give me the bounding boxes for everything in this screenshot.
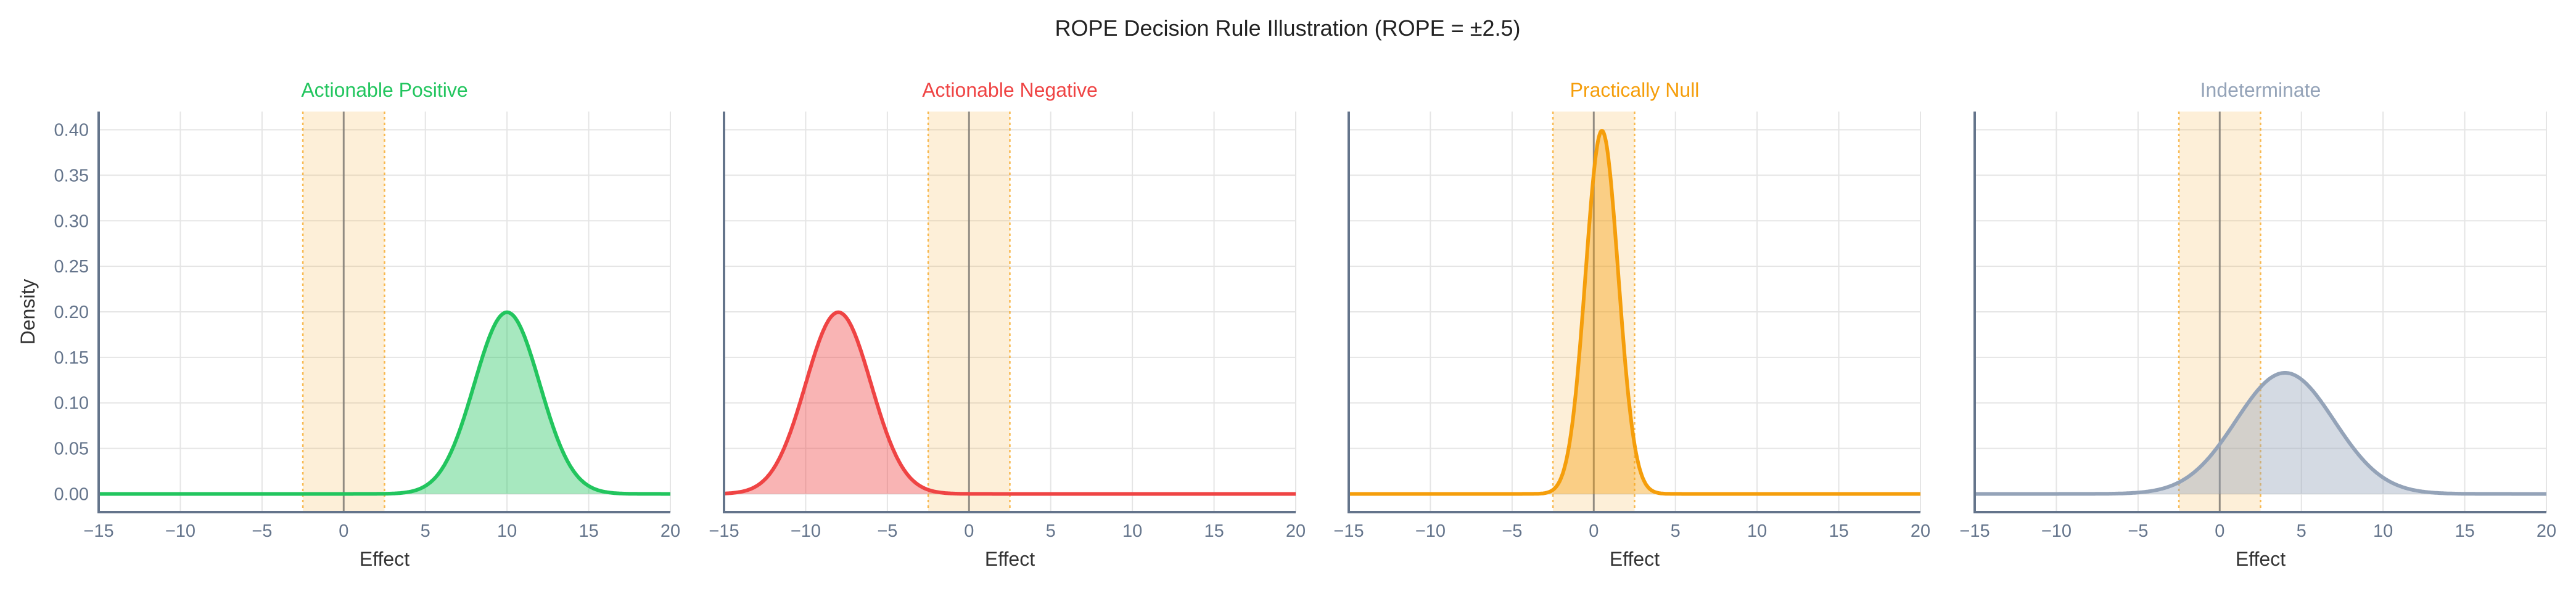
panel-4: −15 −10 −5 0 5 10 15 20 Effect Indeterminate bbox=[1959, 79, 2556, 570]
x-tick-label: 5 bbox=[1046, 521, 1056, 541]
x-tick-label: 10 bbox=[497, 521, 517, 541]
x-tick-label: −5 bbox=[2128, 521, 2148, 541]
x-tick-label: 15 bbox=[578, 521, 598, 541]
density-curve bbox=[723, 310, 1297, 496]
x-tick-label: 5 bbox=[2297, 521, 2306, 541]
panel-title: Practically Null bbox=[1570, 79, 1700, 101]
x-tick-label: 20 bbox=[1911, 521, 1930, 541]
y-tick-label: 0.10 bbox=[54, 394, 89, 414]
x-tick-label: 5 bbox=[1671, 521, 1681, 541]
y-axis-label: Density bbox=[17, 279, 39, 345]
x-tick-label: −5 bbox=[252, 521, 272, 541]
density-fill bbox=[1975, 373, 2546, 494]
y-tick-label: 0.05 bbox=[54, 439, 89, 459]
x-tick-label: −15 bbox=[83, 521, 113, 541]
x-axis-label: Effect bbox=[985, 548, 1035, 570]
x-tick-label: 10 bbox=[2373, 521, 2393, 541]
x-tick-label: 5 bbox=[421, 521, 430, 541]
x-tick-label: −15 bbox=[709, 521, 739, 541]
x-tick-label: 15 bbox=[2455, 521, 2474, 541]
density-curve bbox=[1973, 371, 2548, 496]
x-tick-label: 20 bbox=[2537, 521, 2556, 541]
x-axis-label: Effect bbox=[2236, 548, 2286, 570]
x-tick-label: 10 bbox=[1747, 521, 1767, 541]
panel-2: −15 −10 −5 0 5 10 15 20 Effect Actionable Negativ… bbox=[709, 79, 1306, 570]
density-fill bbox=[99, 312, 670, 494]
y-tick-label: 0.30 bbox=[54, 211, 89, 231]
panel-title: Indeterminate bbox=[2200, 79, 2321, 101]
x-tick-label: −15 bbox=[1333, 521, 1364, 541]
x-tick-label: 0 bbox=[339, 521, 348, 541]
density-curve bbox=[97, 310, 672, 496]
panel-1: −15 −10 −5 0 5 10 15 20 0.00 0.05 0.10 0.15 0.20 0.25… bbox=[17, 79, 680, 570]
panel-title: Actionable Positive bbox=[301, 79, 467, 101]
x-tick-label: 0 bbox=[2215, 521, 2224, 541]
x-tick-label: −10 bbox=[2041, 521, 2072, 541]
x-tick-label: 0 bbox=[964, 521, 974, 541]
panel-3: −15 −10 −5 0 5 10 15 20 Effect Practically Null bbox=[1333, 79, 1930, 570]
x-tick-label: 15 bbox=[1829, 521, 1848, 541]
x-tick-label: 15 bbox=[1204, 521, 1224, 541]
density-fill bbox=[724, 312, 1296, 494]
x-tick-label: −15 bbox=[1959, 521, 1990, 541]
density-curve bbox=[1348, 129, 1922, 496]
x-tick-label: −5 bbox=[877, 521, 897, 541]
x-axis-label: Effect bbox=[1610, 548, 1660, 570]
x-tick-label: −5 bbox=[1502, 521, 1522, 541]
panel-title: Actionable Negative bbox=[922, 79, 1098, 101]
x-tick-label: 20 bbox=[660, 521, 680, 541]
x-tick-label: 0 bbox=[1589, 521, 1599, 541]
y-tick-label: 0.20 bbox=[54, 303, 89, 322]
y-tick-label: 0.25 bbox=[54, 257, 89, 277]
x-axis-label: Effect bbox=[360, 548, 409, 570]
y-tick-label: 0.40 bbox=[54, 121, 89, 141]
chart-title: ROPE Decision Rule Illustration (ROPE = … bbox=[1055, 15, 1520, 41]
x-tick-label: −10 bbox=[1415, 521, 1446, 541]
x-tick-label: 10 bbox=[1122, 521, 1142, 541]
x-tick-label: −10 bbox=[791, 521, 821, 541]
y-tick-label: 0.00 bbox=[54, 484, 89, 504]
x-tick-label: 20 bbox=[1286, 521, 1306, 541]
y-tick-label: 0.35 bbox=[54, 166, 89, 185]
x-tick-label: −10 bbox=[165, 521, 195, 541]
y-tick-label: 0.15 bbox=[54, 348, 89, 368]
